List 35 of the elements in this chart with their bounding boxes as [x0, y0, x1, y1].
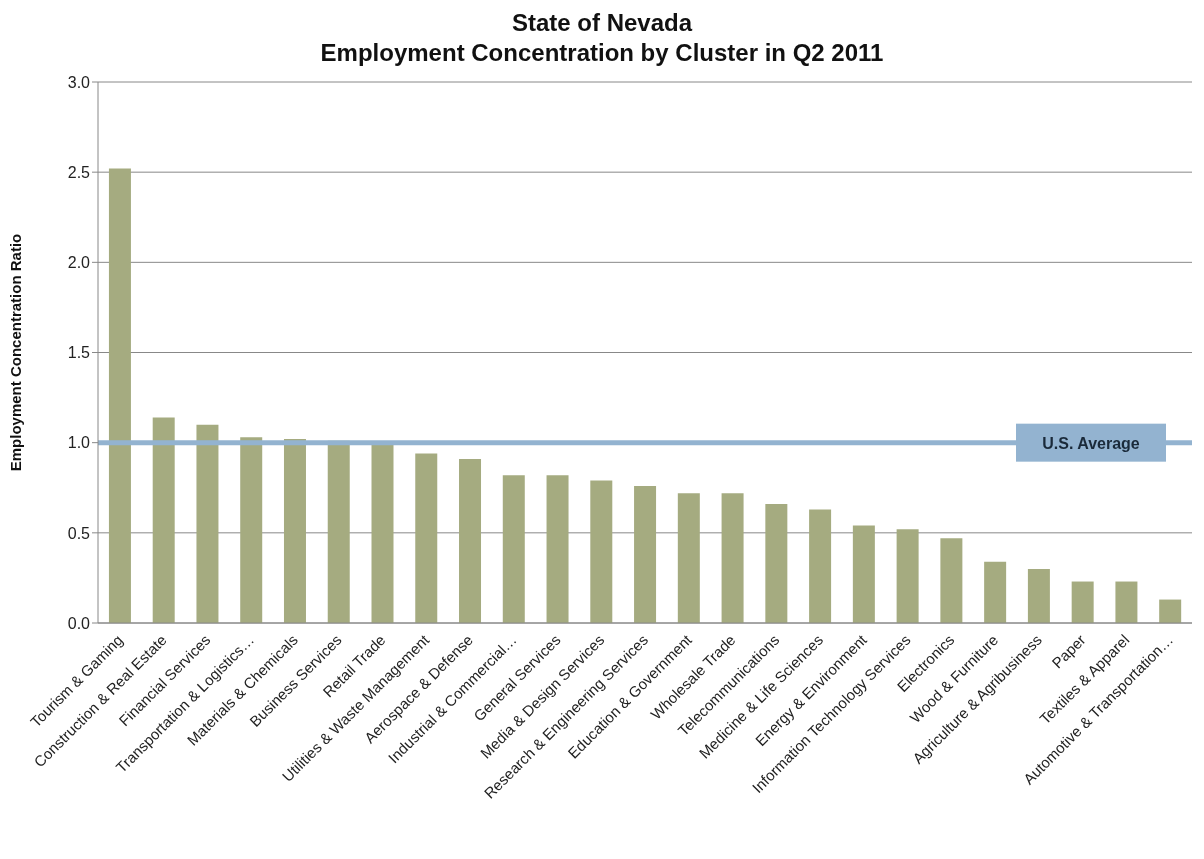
bar: [502, 475, 525, 623]
y-axis-title: Employment Concentration Ratio: [7, 233, 25, 472]
y-tick-label: 0.0: [67, 614, 91, 632]
y-tick-label: 1.0: [67, 434, 91, 452]
bar: [634, 485, 657, 623]
bar: [283, 439, 306, 623]
bar: [984, 561, 1007, 623]
chart-subtitle: Employment Concentration by Cluster in Q2 2011: [319, 38, 885, 68]
y-tick-label: 2.5: [67, 163, 91, 181]
bar: [896, 529, 919, 623]
bar: [371, 444, 394, 623]
bar: [1115, 581, 1138, 623]
bar: [196, 424, 219, 623]
bar: [677, 493, 700, 623]
bar: [108, 168, 131, 623]
bar: [415, 453, 438, 623]
bar: [852, 525, 875, 623]
y-tick-label: 2.0: [67, 254, 91, 272]
bar: [1071, 581, 1094, 623]
bar: [765, 503, 788, 623]
y-tick-label: 1.5: [67, 344, 91, 362]
y-tick-label: 0.5: [67, 524, 91, 542]
bar: [152, 417, 175, 623]
bar: [940, 538, 963, 623]
bar: [590, 480, 613, 623]
bar: [1159, 599, 1182, 623]
y-tick-label: 3.0: [67, 73, 91, 91]
bar: [459, 458, 482, 623]
bar: [721, 493, 744, 623]
bar: [240, 437, 263, 623]
bar: [809, 509, 832, 623]
ref-line-label: U.S. Average: [1042, 434, 1140, 452]
chart-title: State of Nevada: [510, 8, 694, 38]
bar: [546, 475, 569, 623]
bar: [1027, 568, 1050, 623]
